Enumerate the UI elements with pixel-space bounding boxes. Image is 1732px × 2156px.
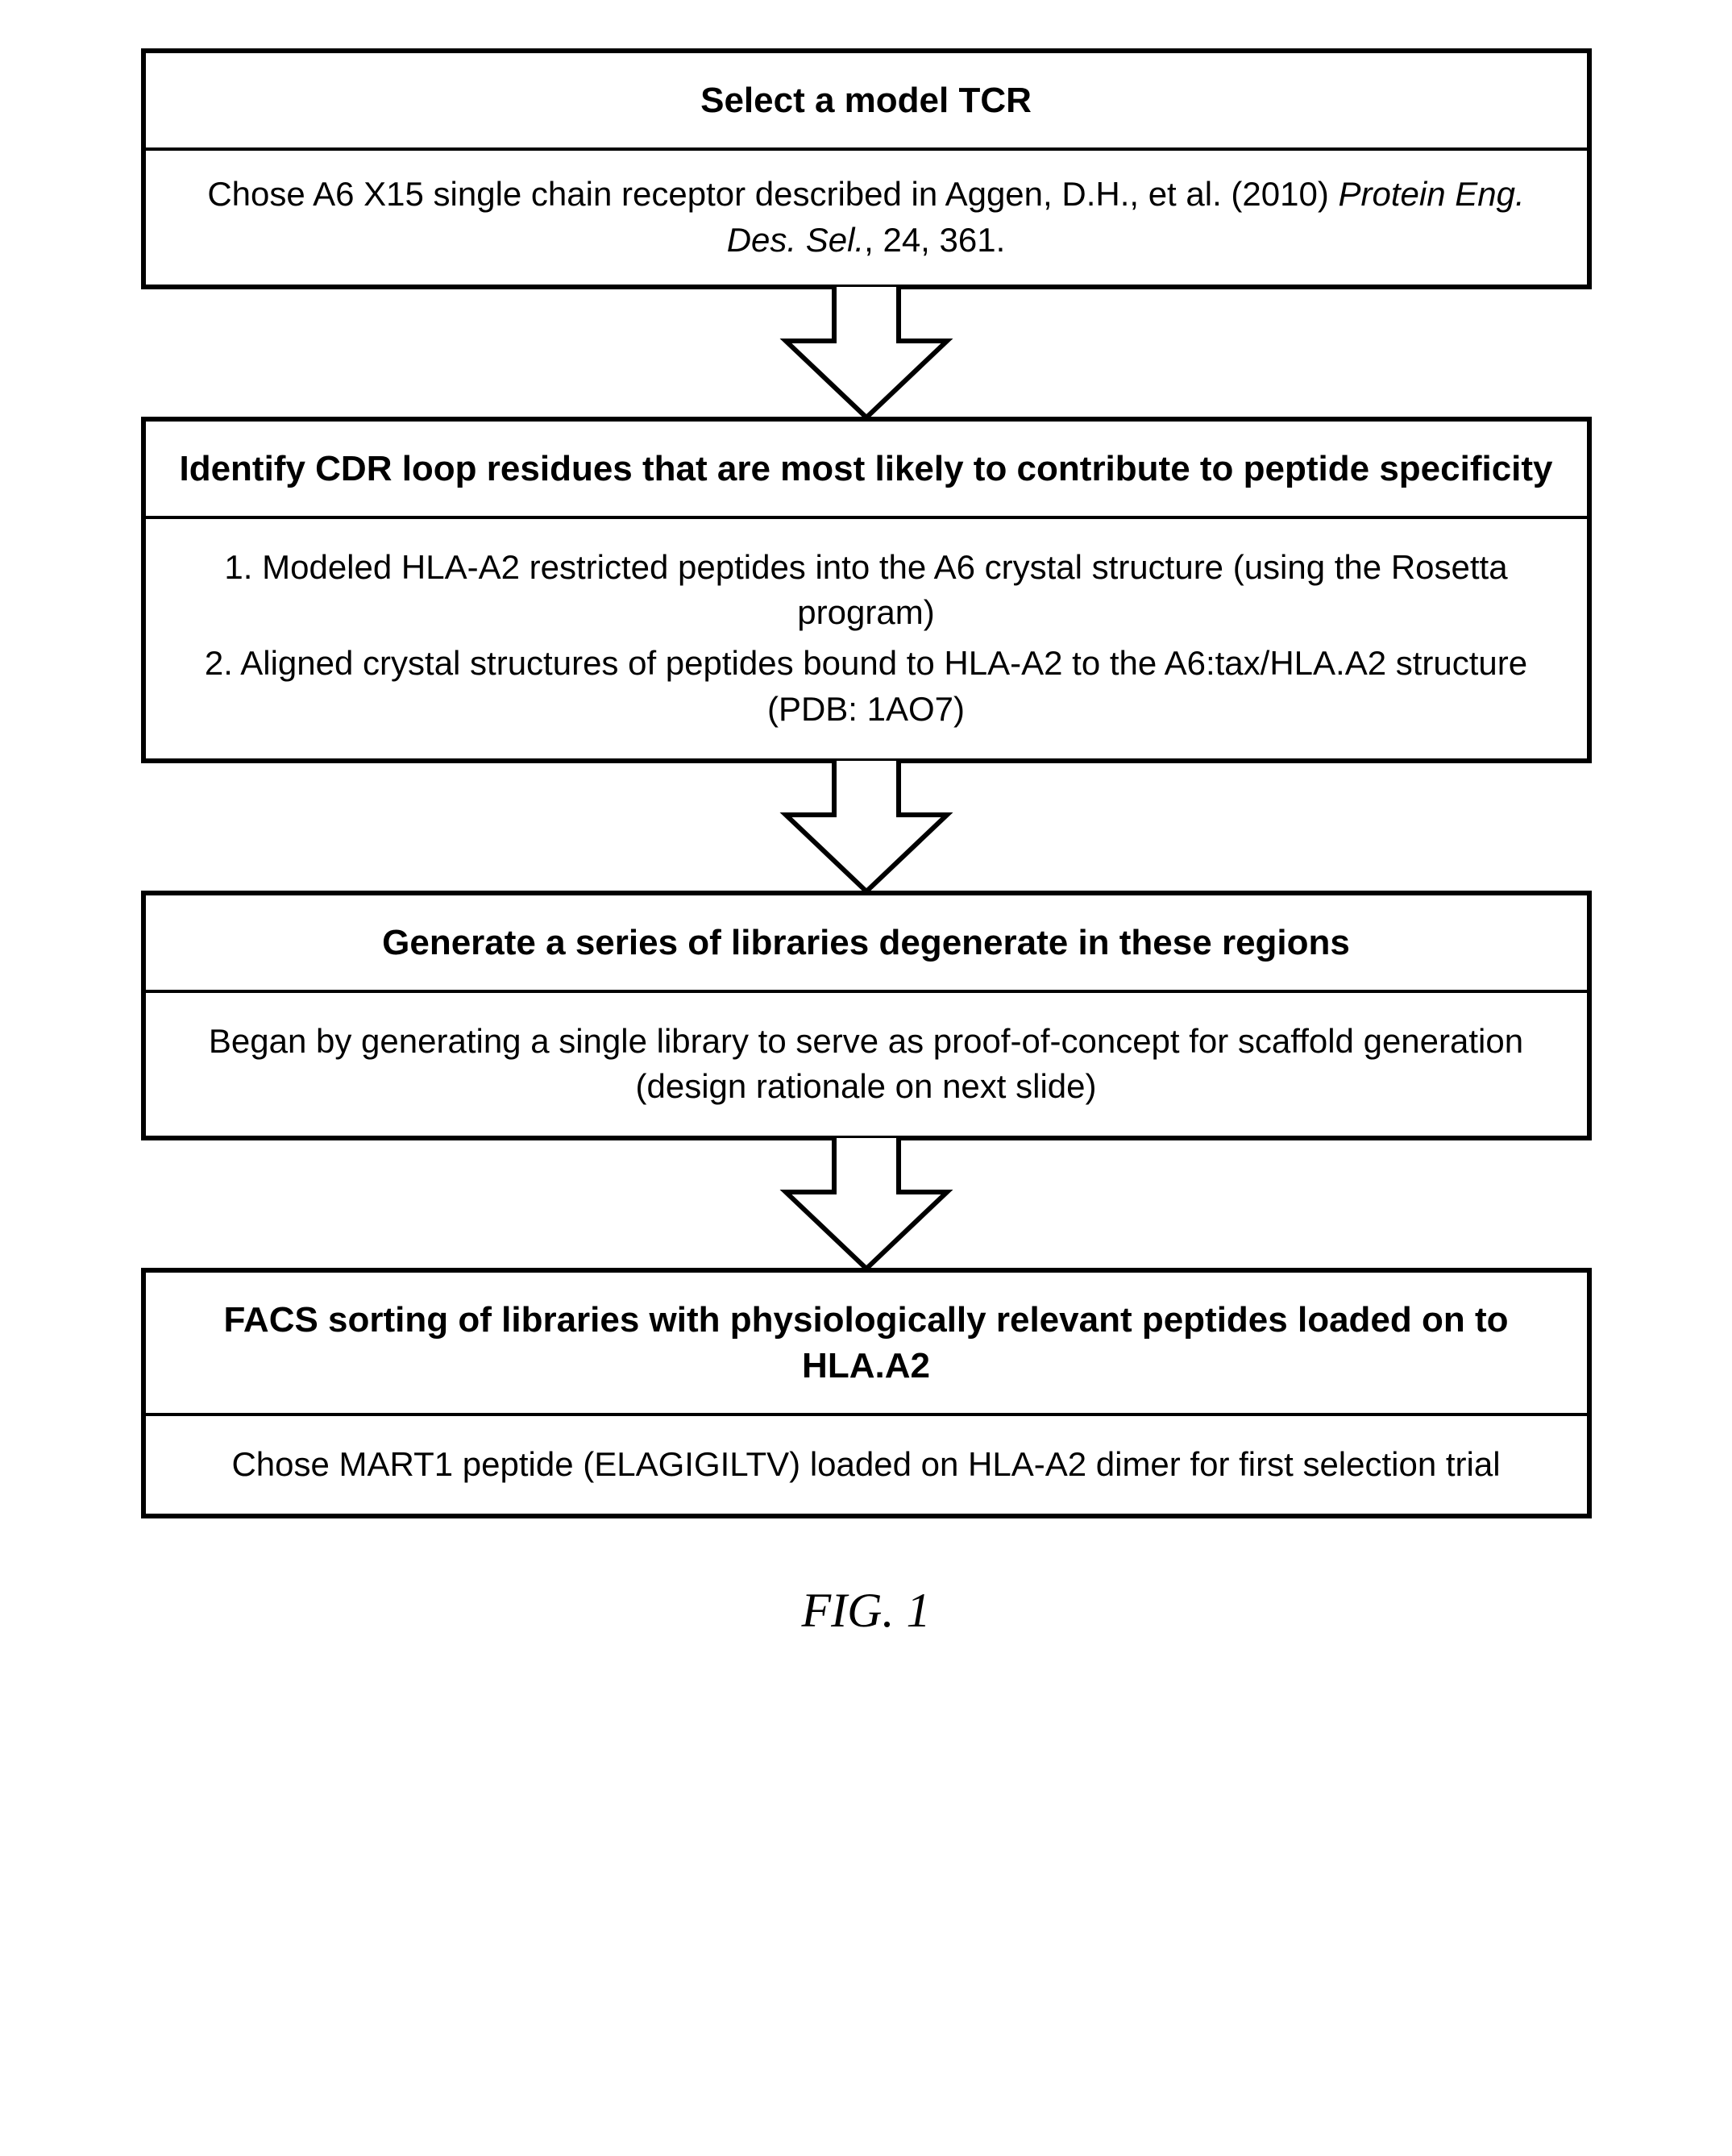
flow-arrow-2 [778, 758, 955, 895]
flow-step-4: FACS sorting of libraries with physiolog… [141, 1268, 1592, 1518]
flow-step-4-title: FACS sorting of libraries with physiolog… [178, 1297, 1555, 1389]
flow-step-2-line2: 2. Aligned crystal structures of peptide… [178, 641, 1555, 732]
down-arrow-icon [778, 285, 955, 422]
flow-step-3: Generate a series of libraries degenerat… [141, 891, 1592, 1141]
flow-step-2: Identify CDR loop residues that are most… [141, 417, 1592, 763]
down-arrow-icon [778, 758, 955, 895]
flow-step-1-header: Select a model TCR [146, 53, 1587, 151]
flow-step-2-title: Identify CDR loop residues that are most… [178, 446, 1555, 492]
flow-step-1-body-suffix: , 24, 361. [864, 221, 1005, 259]
flow-step-3-line1: Began by generating a single library to … [178, 1019, 1555, 1110]
flow-step-3-header: Generate a series of libraries degenerat… [146, 895, 1587, 993]
down-arrow-icon [778, 1136, 955, 1273]
flow-step-1-body: Chose A6 X15 single chain receptor descr… [146, 151, 1587, 284]
flow-step-4-body: Chose MART1 peptide (ELAGIGILTV) loaded … [146, 1416, 1587, 1514]
figure-caption: FIG. 1 [802, 1583, 931, 1639]
flow-step-2-line1: 1. Modeled HLA-A2 restricted peptides in… [178, 545, 1555, 636]
flowchart: Select a model TCR Chose A6 X15 single c… [141, 48, 1592, 1518]
flow-step-2-body: 1. Modeled HLA-A2 restricted peptides in… [146, 519, 1587, 758]
flow-step-1: Select a model TCR Chose A6 X15 single c… [141, 48, 1592, 289]
flow-step-4-header: FACS sorting of libraries with physiolog… [146, 1273, 1587, 1416]
flow-arrow-3 [778, 1136, 955, 1273]
flow-step-4-line1: Chose MART1 peptide (ELAGIGILTV) loaded … [178, 1442, 1555, 1488]
flow-step-2-header: Identify CDR loop residues that are most… [146, 422, 1587, 519]
flow-arrow-1 [778, 285, 955, 422]
flow-step-3-title: Generate a series of libraries degenerat… [178, 920, 1555, 966]
flow-step-1-title: Select a model TCR [178, 77, 1555, 123]
flow-step-1-body-prefix: Chose A6 X15 single chain receptor descr… [207, 175, 1338, 213]
flow-step-3-body: Began by generating a single library to … [146, 993, 1587, 1136]
